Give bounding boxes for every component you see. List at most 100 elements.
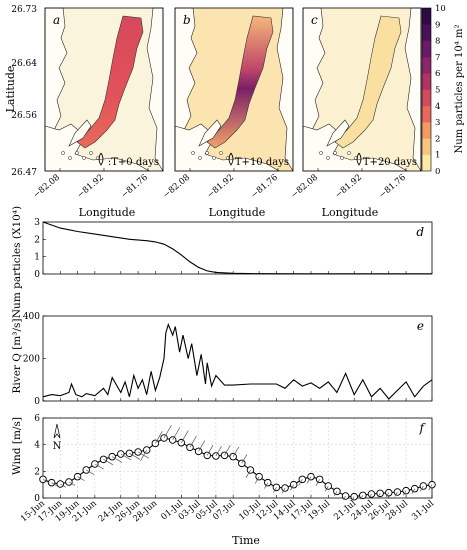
colorbar-segment — [422, 8, 431, 25]
colorbar-segment — [422, 105, 431, 123]
wind-arrow — [394, 491, 398, 497]
wind-marker — [393, 488, 402, 496]
wind-arrow — [232, 446, 240, 457]
islet — [82, 156, 86, 160]
ytick-label: 0 — [34, 397, 40, 407]
particle-plume — [206, 15, 274, 149]
colorbar-tick-label: 10 — [435, 4, 446, 14]
wind-arrow — [206, 445, 214, 456]
colorbar-tick-label: 3 — [435, 118, 440, 128]
wind-marker — [203, 451, 211, 460]
wind-arrow — [428, 484, 433, 491]
wind-arrow — [241, 454, 248, 464]
particle-release-icon — [356, 152, 362, 166]
colorbar-segment — [422, 89, 431, 107]
particle-plume — [334, 15, 402, 149]
ytick-label: 1 — [34, 253, 40, 263]
colorbar-tick-label: 2 — [435, 134, 440, 144]
wind-arrow — [385, 492, 390, 498]
panel-letter-f: f — [419, 421, 427, 435]
colorbar-label: Num particles per 10⁴ m² — [454, 25, 465, 154]
map-xlabel-3: Longitude — [322, 206, 379, 219]
map-xlabel-2: Longitude — [209, 206, 266, 219]
map-xtick-label: −81.92 — [205, 173, 236, 201]
islet — [205, 151, 209, 155]
wind-arrow — [77, 476, 85, 481]
wind-arrow — [120, 453, 132, 461]
panel-f-ylabel: Wind [m/s] — [11, 417, 23, 475]
wind-arrow — [360, 495, 364, 500]
colorbar-tick-label: 7 — [435, 53, 440, 63]
wind-arrow — [172, 427, 181, 441]
wind-arrow — [86, 469, 95, 475]
wind-arrow — [298, 479, 303, 486]
panel-letter-e: e — [417, 319, 424, 333]
series-line — [42, 437, 433, 498]
wind-arrow — [281, 487, 286, 494]
map-panel-a: a:T+0 days−82.08 −81.92 −81.76 — [31, 7, 164, 201]
wind-arrow — [129, 453, 141, 460]
islet — [191, 151, 195, 155]
wind-arrow — [411, 488, 416, 494]
wind-arrow — [224, 445, 231, 456]
map-xtick-label: −81.76 — [119, 173, 150, 201]
wind-arrow — [306, 476, 312, 484]
islet — [347, 151, 351, 155]
wind-arrow — [198, 440, 206, 452]
wind-arrow — [51, 482, 58, 487]
xtick-label: 31-Jul — [410, 498, 436, 522]
colorbar-segment — [422, 138, 431, 155]
map-xtick-label: −81.76 — [249, 173, 280, 201]
wind-arrow — [189, 435, 197, 448]
colorbar-segment — [422, 122, 431, 139]
wind-arrow — [42, 479, 50, 484]
wind-marker — [151, 439, 160, 448]
wind-arrow — [377, 493, 381, 498]
wind-arrow — [343, 495, 346, 500]
panel-f: 6420N15-Jun17-Jun19-Jun21-Jun24-Jun26-Ju… — [19, 414, 436, 524]
wind-arrow — [103, 459, 114, 466]
ytick-label: 200 — [23, 355, 40, 365]
ytick-label: 400 — [23, 312, 40, 322]
wind-arrow — [419, 485, 424, 492]
wind-arrow — [334, 491, 338, 497]
wind-arrow — [94, 463, 104, 470]
map-panel-time-label-c: T+20 days — [363, 157, 417, 168]
wind-marker — [194, 447, 203, 456]
panel-e-ylabel: River Q [m³/s] — [11, 319, 23, 394]
wind-arrow — [324, 485, 329, 492]
colorbar-tick-label: 5 — [435, 86, 440, 96]
islet — [89, 151, 93, 155]
panel-letter-d: d — [416, 225, 424, 239]
axes-frame — [42, 221, 433, 275]
wind-arrow — [273, 487, 277, 493]
map-panel-b: b T+10 days −82.08 −81.92 −81.76 — [161, 7, 294, 201]
wind-arrow — [140, 449, 148, 462]
map-xlabel-1: Longitude — [79, 206, 136, 219]
ytick-label: 4 — [34, 441, 40, 451]
north-arrow-icon — [53, 423, 61, 439]
map-panel-letter-c: c — [311, 13, 318, 27]
islet — [333, 151, 337, 155]
island — [198, 119, 222, 147]
axes-frame — [42, 417, 433, 499]
colorbar-segment — [422, 154, 431, 172]
colorbar-tick-label: 0 — [435, 167, 440, 177]
ytick-label: 3 — [34, 218, 40, 228]
islet — [340, 156, 344, 160]
wind-arrow — [60, 483, 67, 488]
panel-d-ylabel: Num particles (X10⁴) — [11, 206, 23, 318]
wind-arrow — [264, 482, 269, 489]
panel-d: 3 2 1 0 d — [34, 218, 433, 280]
map-xtick-label: −81.76 — [377, 173, 408, 201]
wind-arrow — [403, 490, 407, 496]
colorbar-segment — [422, 73, 431, 90]
map-xtick-label: −81.92 — [75, 173, 106, 201]
colorbar-tick-label: 1 — [435, 151, 440, 161]
wind-arrow — [68, 481, 76, 486]
particle-release-icon — [228, 152, 234, 166]
colorbar-frame — [421, 7, 432, 172]
